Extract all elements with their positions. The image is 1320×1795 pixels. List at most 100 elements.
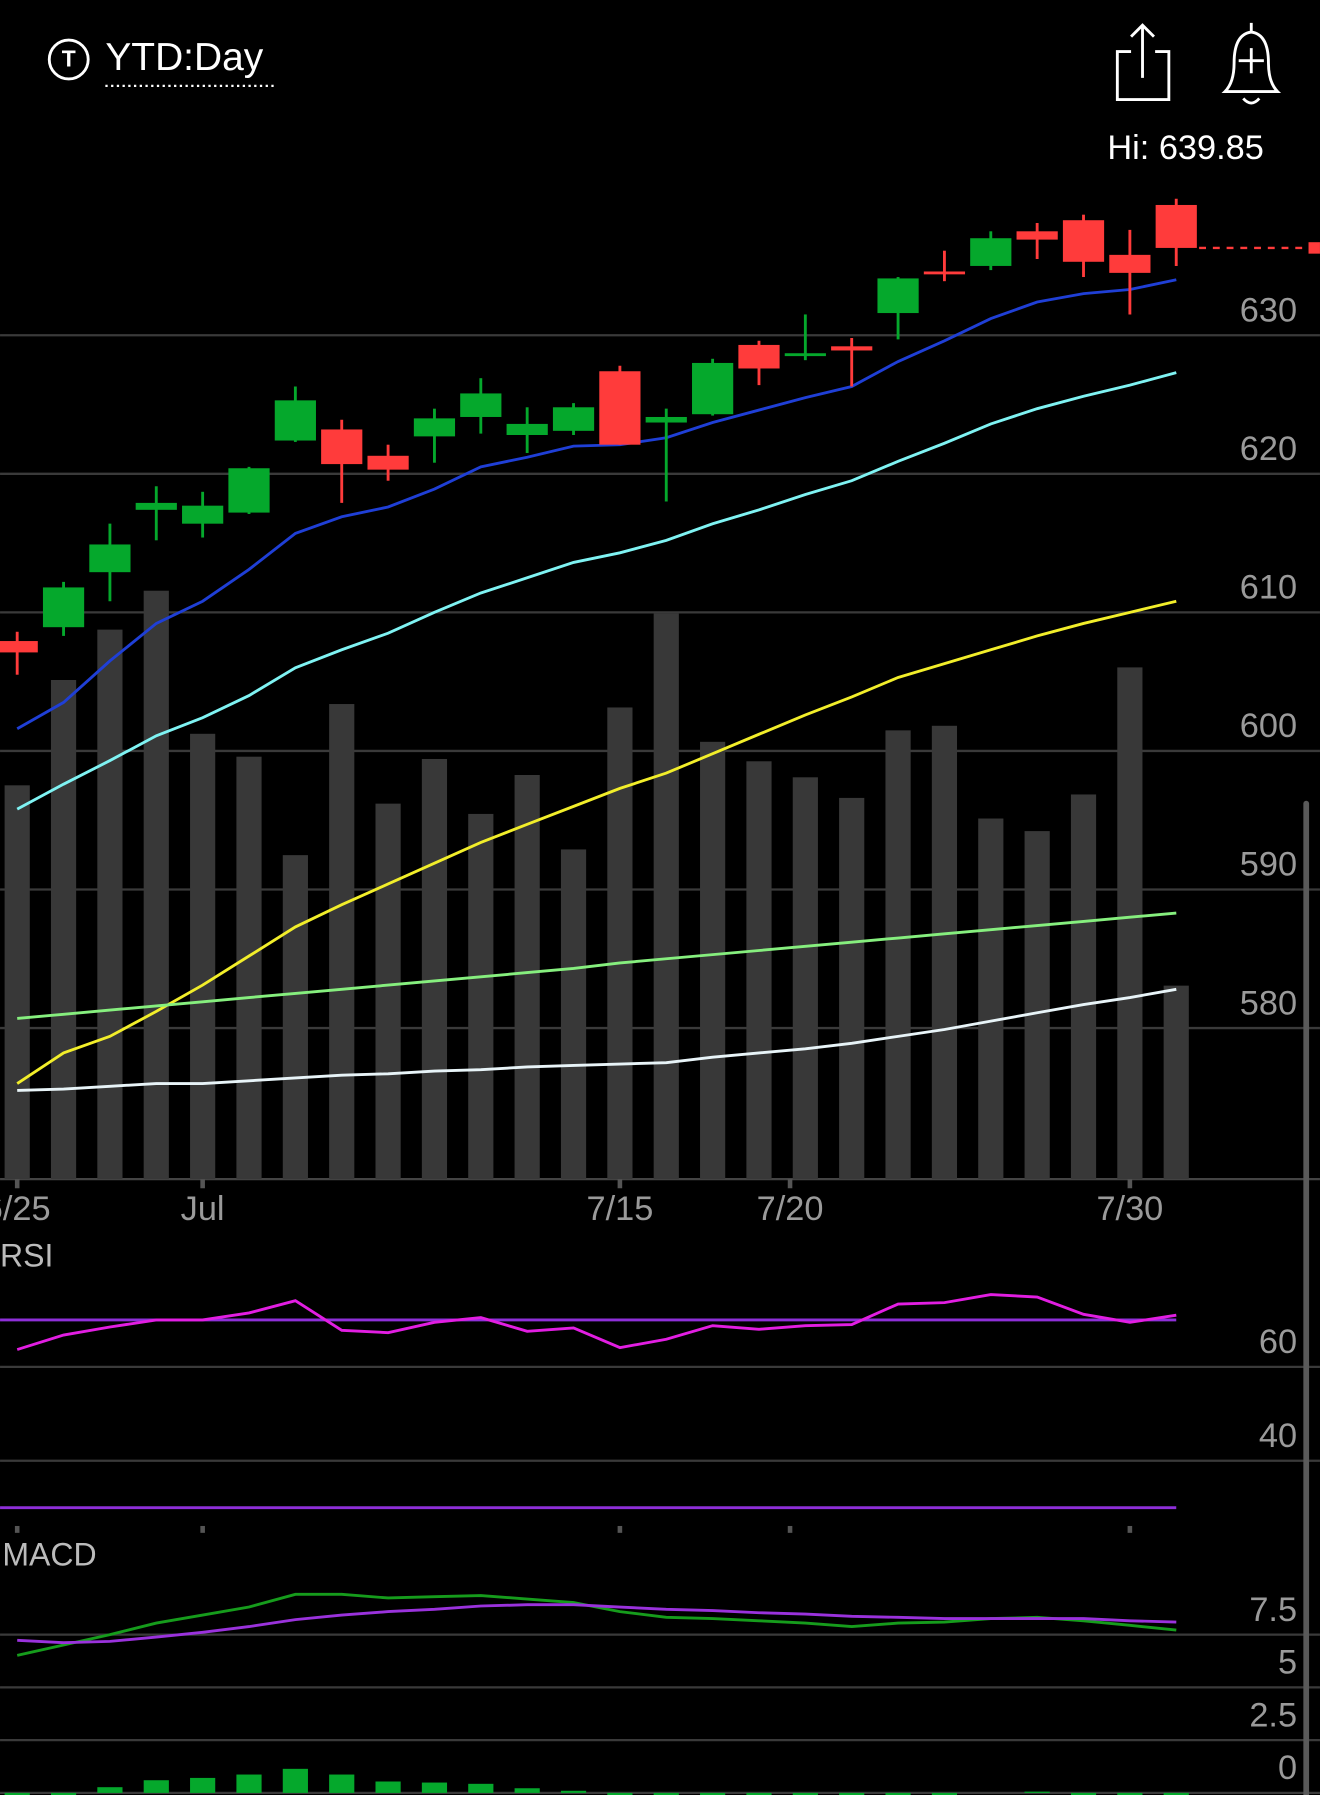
moving-average-line <box>17 911 1177 1020</box>
candle-body <box>784 353 826 357</box>
y-tick-label: 610 <box>1240 569 1297 607</box>
ticker-icon <box>47 38 90 81</box>
volume-bar <box>4 785 30 1180</box>
candle-body <box>1062 220 1105 262</box>
histogram-bar <box>375 1781 401 1793</box>
x-tick-label: 6/25 <box>0 1190 51 1228</box>
volume-bar <box>653 613 679 1180</box>
histogram-bar <box>468 1783 494 1793</box>
moving-average-line <box>17 987 1177 1092</box>
rsi-line <box>16 1293 1177 1351</box>
last-price-marker <box>1308 242 1320 254</box>
candle-body <box>274 400 316 441</box>
macd-title: MACD <box>2 1536 96 1572</box>
moving-average-line <box>16 278 1177 731</box>
alert-button[interactable] <box>1221 22 1282 105</box>
x-tick-label: Jul <box>181 1190 225 1228</box>
volume-bar <box>375 803 401 1180</box>
volume-bar <box>514 775 540 1180</box>
histogram-bar <box>514 1788 540 1793</box>
volume-bar <box>839 797 865 1180</box>
candle-body <box>1155 204 1197 248</box>
histogram-bar <box>700 1792 726 1795</box>
candle-body <box>413 418 456 437</box>
histogram-bar <box>1163 1792 1189 1795</box>
candle-body <box>552 407 595 431</box>
y-tick-label: 600 <box>1240 707 1297 745</box>
candle-body <box>1016 231 1058 240</box>
y-tick-label: 580 <box>1240 984 1297 1022</box>
y-tick-label: 590 <box>1240 846 1297 884</box>
moving-average-line <box>16 371 1177 811</box>
volume-bar <box>885 730 911 1180</box>
volume-bar <box>143 590 169 1180</box>
candle-body <box>923 271 966 275</box>
volume-bar <box>236 756 262 1180</box>
y-tick-label: 2.5 <box>1249 1696 1297 1734</box>
volume-bar <box>931 725 958 1180</box>
histogram-bar <box>653 1792 679 1795</box>
candle-body <box>228 468 270 513</box>
volume-bar <box>97 629 123 1180</box>
histogram-bar <box>282 1768 308 1793</box>
volume-bar <box>1024 831 1050 1180</box>
volume-bar <box>1070 794 1097 1180</box>
volume-bar <box>468 813 494 1180</box>
period-selector[interactable]: T YTD:Day <box>47 36 275 88</box>
volume-bar <box>978 818 1004 1180</box>
y-tick-label: 40 <box>1259 1417 1297 1455</box>
period-title: YTD:Day <box>105 36 263 79</box>
histogram-bar <box>1070 1792 1097 1795</box>
moving-average-line <box>16 599 1177 1085</box>
y-tick-label: 0 <box>1278 1749 1297 1787</box>
histogram-bar <box>607 1792 633 1795</box>
histogram-bar <box>143 1780 169 1793</box>
candle-body <box>321 429 363 465</box>
volume-bar <box>1117 667 1143 1180</box>
candle-body <box>645 416 687 423</box>
histogram-bar <box>839 1792 865 1795</box>
candle-body <box>877 278 919 314</box>
volume-bar <box>421 758 448 1180</box>
volume-bar <box>700 741 726 1180</box>
volume-bar <box>190 733 216 1180</box>
rsi-title: RSI <box>0 1238 53 1274</box>
volume-bar <box>282 855 308 1180</box>
candle-body <box>460 393 502 417</box>
y-tick-label: 7.5 <box>1249 1591 1297 1629</box>
candle-body <box>182 505 224 524</box>
candle-body <box>1109 254 1151 273</box>
histogram-bar <box>4 1792 30 1795</box>
candle-body <box>506 423 548 435</box>
volume-bar <box>329 704 355 1180</box>
y-tick-label: 630 <box>1240 291 1297 329</box>
candle-body <box>135 502 177 510</box>
volume-bar <box>607 707 633 1180</box>
histogram-bar <box>421 1782 448 1793</box>
histogram-bar <box>931 1792 958 1795</box>
share-button[interactable] <box>1115 23 1171 102</box>
bell <box>1221 30 1282 94</box>
candle-body <box>738 344 780 369</box>
histogram-bar <box>190 1777 216 1793</box>
bell-plus <box>1238 22 1264 74</box>
histogram-bar <box>97 1787 123 1793</box>
y-tick-label: 5 <box>1278 1644 1297 1682</box>
histogram-bar <box>236 1774 262 1793</box>
histogram-bar <box>560 1790 587 1793</box>
volume-bar <box>1163 985 1189 1180</box>
histogram-bar <box>1024 1791 1050 1793</box>
macd-line <box>17 1603 1177 1645</box>
histogram-bar <box>746 1792 772 1795</box>
ticker-icon-letter: T <box>62 46 76 72</box>
histogram-bar <box>885 1792 911 1795</box>
x-tick-label: 7/15 <box>586 1190 653 1228</box>
candle-body <box>599 371 641 445</box>
share-box <box>1115 50 1171 102</box>
candle-body <box>831 346 873 351</box>
histogram-bar <box>50 1792 77 1795</box>
candle-body <box>367 455 409 470</box>
histogram-bar <box>1117 1792 1143 1795</box>
x-tick-label: 7/30 <box>1096 1190 1163 1228</box>
